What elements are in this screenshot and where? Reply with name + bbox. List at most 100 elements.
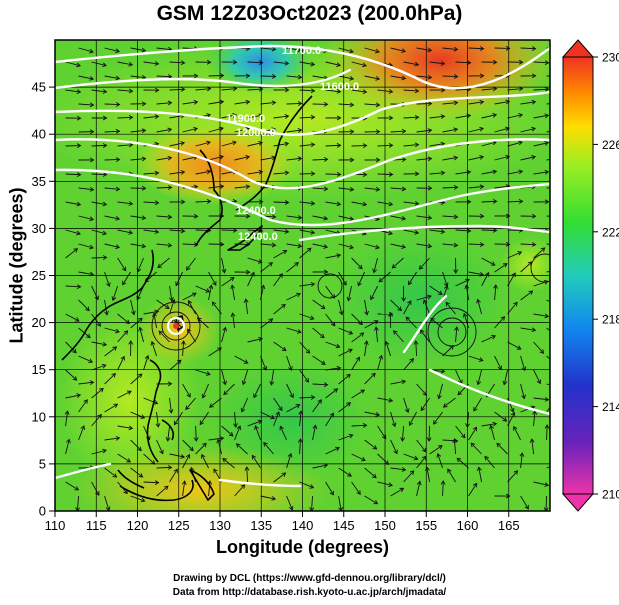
streamline [299,313,314,320]
streamline-arrowhead [440,114,446,119]
streamline [390,411,396,427]
streamline [182,292,197,301]
y-tick-label: 5 [39,456,46,471]
streamline-arrowhead [338,310,344,316]
streamline [156,157,172,161]
streamline-arrowhead [346,296,352,302]
streamline [478,467,483,483]
streamline-arrowhead [323,382,329,388]
streamline [156,47,172,51]
streamline [156,75,172,78]
streamline [143,172,159,175]
streamline-arrowhead [391,422,397,428]
streamline-arrowhead [418,265,424,270]
streamline-arrowhead [297,156,303,162]
contour-labels: 11700.0 11600.0 11900.0 12000.0 12400.0 … [226,45,359,243]
streamline-arrowhead [128,230,134,235]
streamline [347,285,353,301]
streamline-arrowhead [126,458,132,463]
streamline-arrowhead [373,499,379,505]
streamline-arrowhead [554,362,558,366]
streamline-arrowhead [478,357,484,362]
streamline [185,397,196,410]
streamline [91,61,107,66]
streamline-arrowhead [152,312,157,318]
streamline [130,75,146,79]
streamline-arrowhead [138,473,144,478]
streamline [325,61,341,66]
streamline [104,327,120,333]
streamline [156,411,159,427]
streamline-arrowhead [310,394,316,400]
streamline-arrowhead [440,229,446,234]
streamline [195,170,211,175]
streamline-arrowhead [115,102,121,107]
streamline [221,425,234,437]
x-tick-label: 160 [457,518,479,533]
streamline [420,397,430,411]
streamline-arrowhead [89,102,95,108]
streamline-arrowhead [437,290,443,295]
streamline [260,318,273,329]
streamline [415,340,418,357]
streamline [325,313,336,327]
streamline [416,383,427,396]
streamline [338,349,353,357]
streamline [494,355,502,370]
streamline-arrowhead [333,388,339,393]
streamline [442,345,454,357]
streamline-arrowhead [349,216,355,222]
streamline [299,369,309,383]
streamline-arrowhead [126,390,132,395]
streamline [117,425,133,429]
streamline [468,243,484,246]
streamline [351,201,367,206]
streamline-arrowhead [476,380,482,386]
streamline-arrowhead [558,156,562,160]
streamline-arrowhead [407,300,412,305]
streamline [390,215,406,220]
streamline [208,481,211,497]
streamline-arrowhead [323,269,329,275]
streamline [169,397,172,413]
streamline [364,320,378,329]
streamline-arrowhead [271,495,277,501]
streamline-arrowhead [531,126,536,132]
streamline [221,327,226,343]
streamline-arrowhead [102,255,108,260]
streamline-arrowhead [544,86,550,92]
streamline [143,425,150,440]
streamline-arrowhead [232,113,238,118]
y-tick-label: 25 [32,268,46,283]
streamline [546,215,550,217]
streamline-arrowhead [336,88,342,94]
streamline [273,229,289,233]
streamline-arrowhead [128,142,134,148]
streamline [234,185,250,189]
height-contours [55,44,550,488]
streamline-arrowhead [228,431,234,437]
streamline [104,299,108,315]
streamline [169,285,173,301]
streamline [65,439,70,455]
streamline-arrowhead [361,456,366,462]
streamline [533,313,549,317]
streamline-arrowhead [427,215,433,221]
streamline-arrowhead [112,473,118,478]
streamline [312,355,326,365]
streamline [234,411,237,427]
streamline-arrowhead [375,75,381,81]
streamline-arrowhead [141,47,147,53]
streamline [260,47,276,50]
streamline-arrowhead [128,201,134,206]
streamline-arrowhead [115,186,121,192]
streamline [78,47,94,53]
streamline [477,369,483,385]
streamline [325,229,341,235]
streamline [520,355,526,371]
streamline [520,127,536,133]
streamline [351,453,366,461]
y-tick-label: 35 [32,174,46,189]
streamline [390,380,406,385]
streamline [456,457,469,469]
